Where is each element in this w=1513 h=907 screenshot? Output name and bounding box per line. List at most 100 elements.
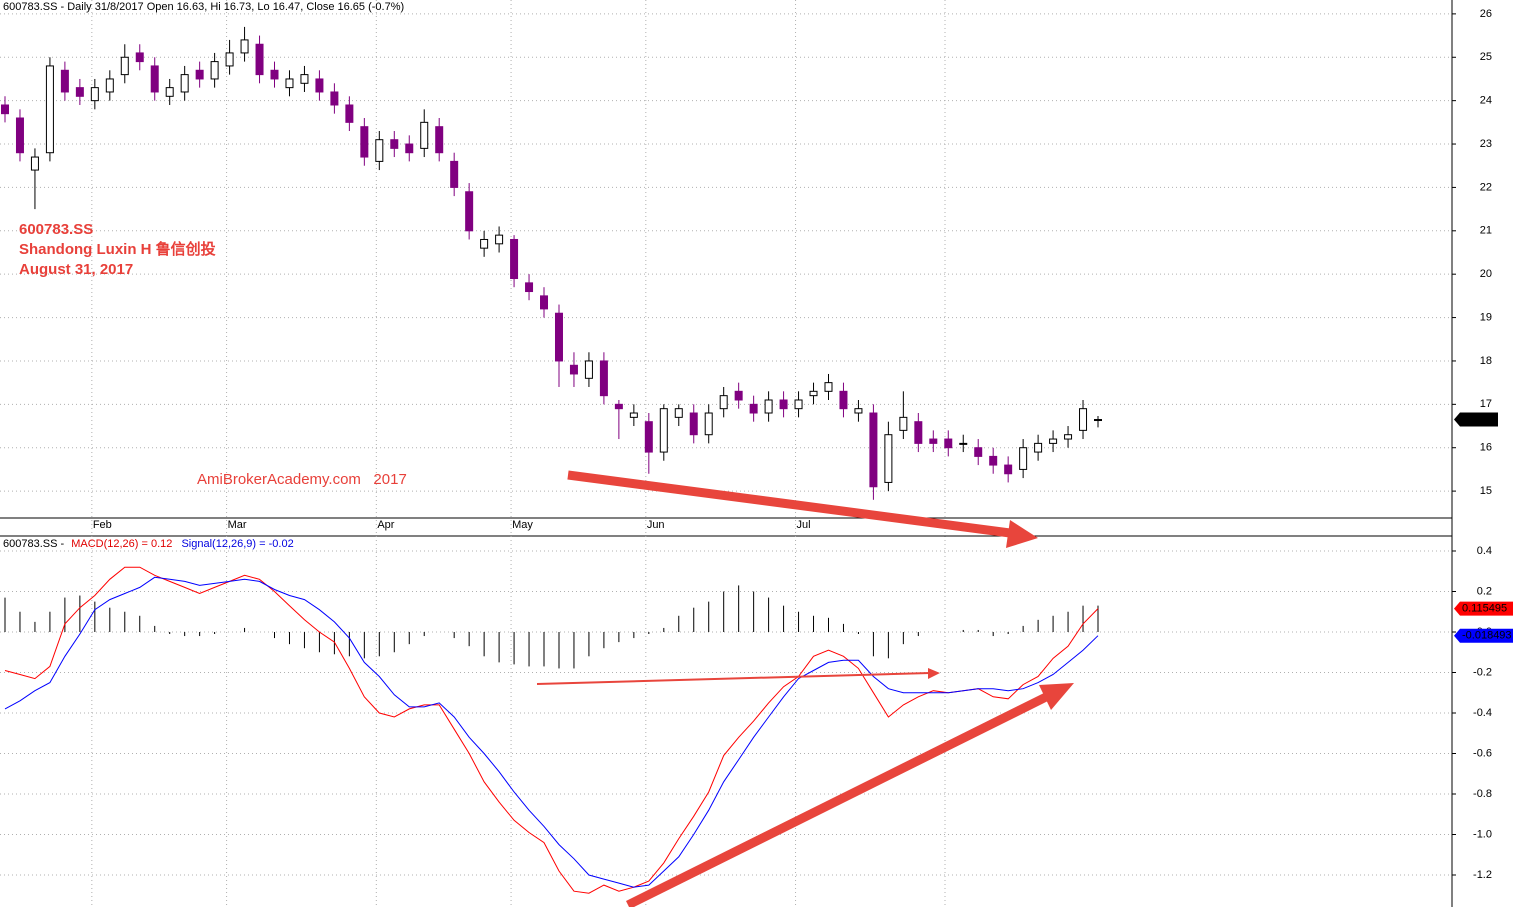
x-tick-label: Apr [377, 519, 394, 531]
candle-body [719, 395, 728, 410]
candle-body [540, 295, 549, 310]
candle-body [1004, 464, 1013, 475]
arrow-head [1006, 520, 1038, 548]
candle-body [465, 191, 474, 232]
series-line [4, 576, 1099, 888]
candle-body [405, 143, 414, 154]
candle-body [629, 412, 638, 418]
candle-body [839, 390, 848, 410]
y-tick-label: -0.2 [1473, 666, 1492, 678]
candle-body [135, 52, 144, 63]
y-tick-label: 23 [1480, 138, 1492, 150]
candle-body [300, 74, 309, 84]
candle-body [420, 121, 429, 149]
candle-body [959, 442, 968, 445]
arrow [536, 672, 931, 685]
candle-body [90, 87, 99, 102]
candle-body [270, 69, 279, 80]
candle-body [525, 282, 534, 293]
candle-body [884, 434, 893, 483]
candle-body [659, 408, 668, 453]
y-tick-label: 15 [1480, 485, 1492, 497]
candle-body [375, 139, 384, 162]
annotation: Shandong Luxin H 鲁信创投 [19, 240, 216, 258]
value-tag [1454, 628, 1513, 643]
candle-body [45, 65, 54, 154]
candle-body [450, 160, 459, 188]
candle-body [240, 39, 249, 54]
candle-body [569, 364, 578, 375]
y-tick-label: -0.8 [1473, 788, 1492, 800]
candle-body [345, 104, 354, 123]
candle-body [195, 69, 204, 80]
candle-body [1049, 438, 1058, 444]
arrow [625, 691, 1051, 907]
annotation: AmiBrokerAcademy.com 2017 [197, 471, 407, 488]
last-price-label: 16.65 [1468, 413, 1496, 425]
annotation: 600783.SS [19, 221, 93, 238]
candle-body [225, 52, 234, 67]
value-tag-label: -0.018493 [1462, 630, 1512, 642]
x-tick-label: Jul [797, 519, 811, 531]
candle-body [510, 238, 519, 280]
y-tick-label: 17 [1480, 398, 1492, 410]
candle-body [584, 360, 593, 379]
y-tick-label: 16 [1480, 442, 1492, 454]
candle-body [854, 408, 863, 414]
candle-body [704, 412, 713, 436]
value-tag-label: 0.115495 [1462, 603, 1507, 615]
candle-body [330, 91, 339, 106]
arrow [567, 470, 1011, 538]
y-tick-label: 0.4 [1477, 545, 1492, 557]
candle-body [689, 412, 698, 436]
candle-body [75, 87, 84, 97]
candle-body [554, 312, 563, 362]
x-tick-label: May [512, 519, 533, 531]
candle-body [779, 399, 788, 410]
x-tick-label: Jun [647, 519, 665, 531]
candle-body [480, 238, 489, 249]
candle-body [30, 156, 39, 171]
arrows [536, 470, 1074, 907]
chart-title: 600783.SS - Daily 31/8/2017 Open 16.63, … [3, 1, 404, 13]
chart-title: 600783.SS - MACD(12,26) = 0.12 Signal(12… [3, 538, 294, 550]
y-tick-label: 18 [1480, 355, 1492, 367]
candle-body [150, 65, 159, 93]
candle-body [674, 408, 683, 418]
arrow-head [1039, 683, 1074, 710]
candle-body [1094, 419, 1102, 422]
legend-entry: MACD(12,26) = 0.12 [71, 538, 172, 550]
x-tick-label: Mar [228, 519, 247, 531]
candle-body [614, 403, 623, 410]
y-tick-label: 22 [1480, 181, 1492, 193]
y-tick-label: -1.0 [1473, 828, 1492, 840]
candle-body [1, 104, 9, 115]
candle-body [1034, 442, 1043, 453]
y-tick-label: 19 [1480, 311, 1492, 323]
candle-body [1064, 434, 1073, 440]
candle-body [60, 69, 69, 93]
candle-body [914, 421, 923, 444]
candle-body [809, 390, 818, 397]
y-tick-label: 21 [1480, 225, 1492, 237]
y-tick-label: 0.2 [1477, 585, 1492, 597]
candle-body [435, 126, 444, 154]
candle-body [390, 139, 399, 149]
y-tick-label: -0.4 [1473, 707, 1492, 719]
candle-body [899, 416, 908, 431]
candle-body [749, 403, 758, 414]
candle-body [944, 438, 953, 449]
y-tick-label: 25 [1480, 51, 1492, 63]
candle-body [824, 382, 833, 392]
candle-body [210, 61, 219, 80]
y-tick-label: 26 [1480, 8, 1492, 20]
candle-body [734, 390, 743, 401]
candle-body [255, 43, 264, 76]
last-price-tag [1454, 412, 1498, 427]
candle-body [974, 447, 983, 457]
candle-body [315, 78, 324, 93]
candle-body [360, 126, 369, 158]
legend-entry: Signal(12,26,9) = -0.02 [181, 538, 293, 550]
candle-body [165, 87, 174, 97]
